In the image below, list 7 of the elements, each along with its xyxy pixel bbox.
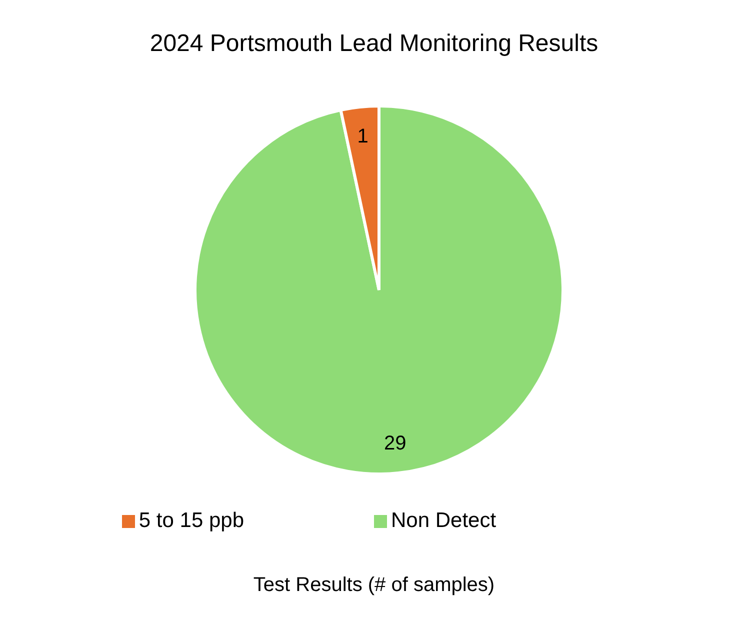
legend-label: Non Detect (391, 509, 496, 532)
chart-title: 2024 Portsmouth Lead Monitoring Results (148, 30, 600, 58)
legend-label: 5 to 15 ppb (138, 509, 244, 532)
pie-slice (194, 104, 564, 476)
data-label: 29 (384, 432, 406, 455)
text: Test Results (# of samples) (252, 574, 496, 597)
data-label: 1 (357, 125, 368, 148)
